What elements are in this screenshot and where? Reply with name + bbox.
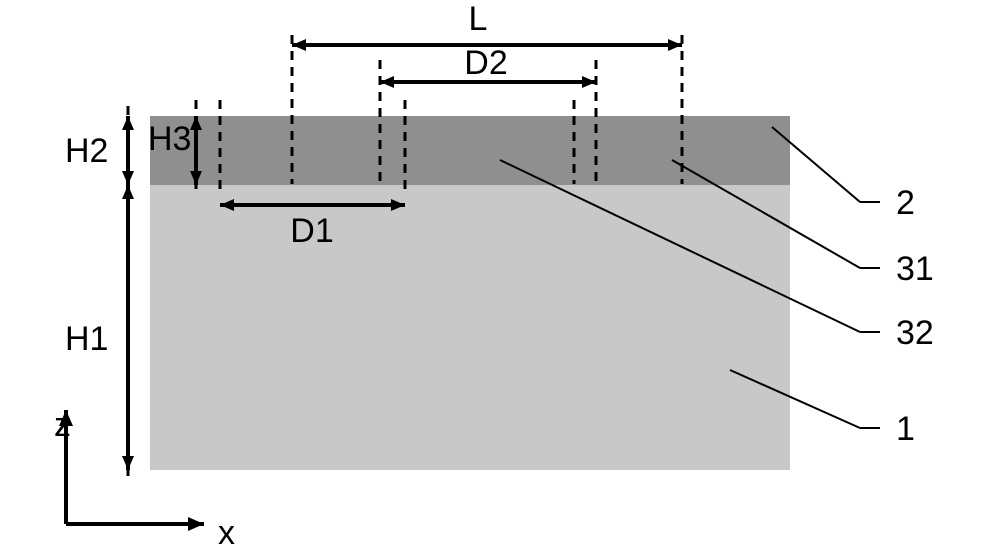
axis-x xyxy=(66,517,204,531)
substrate-region xyxy=(150,185,790,470)
label-H1: H1 xyxy=(65,320,108,358)
label-ref31: 31 xyxy=(896,250,934,288)
label-L: L xyxy=(469,0,488,38)
label-D1: D1 xyxy=(290,212,333,250)
label-H3: H3 xyxy=(148,120,191,158)
dimension-arrow-H1 xyxy=(122,185,134,470)
dimension-arrow-H2 xyxy=(122,116,134,185)
label-ref2: 2 xyxy=(896,184,915,222)
top-layer-region xyxy=(150,116,790,185)
label-ref1: 1 xyxy=(896,410,915,448)
label-ref32: 32 xyxy=(896,314,934,352)
label-D2: D2 xyxy=(464,44,507,82)
label-axis-x: x xyxy=(218,514,235,552)
label-H2: H2 xyxy=(65,132,108,170)
